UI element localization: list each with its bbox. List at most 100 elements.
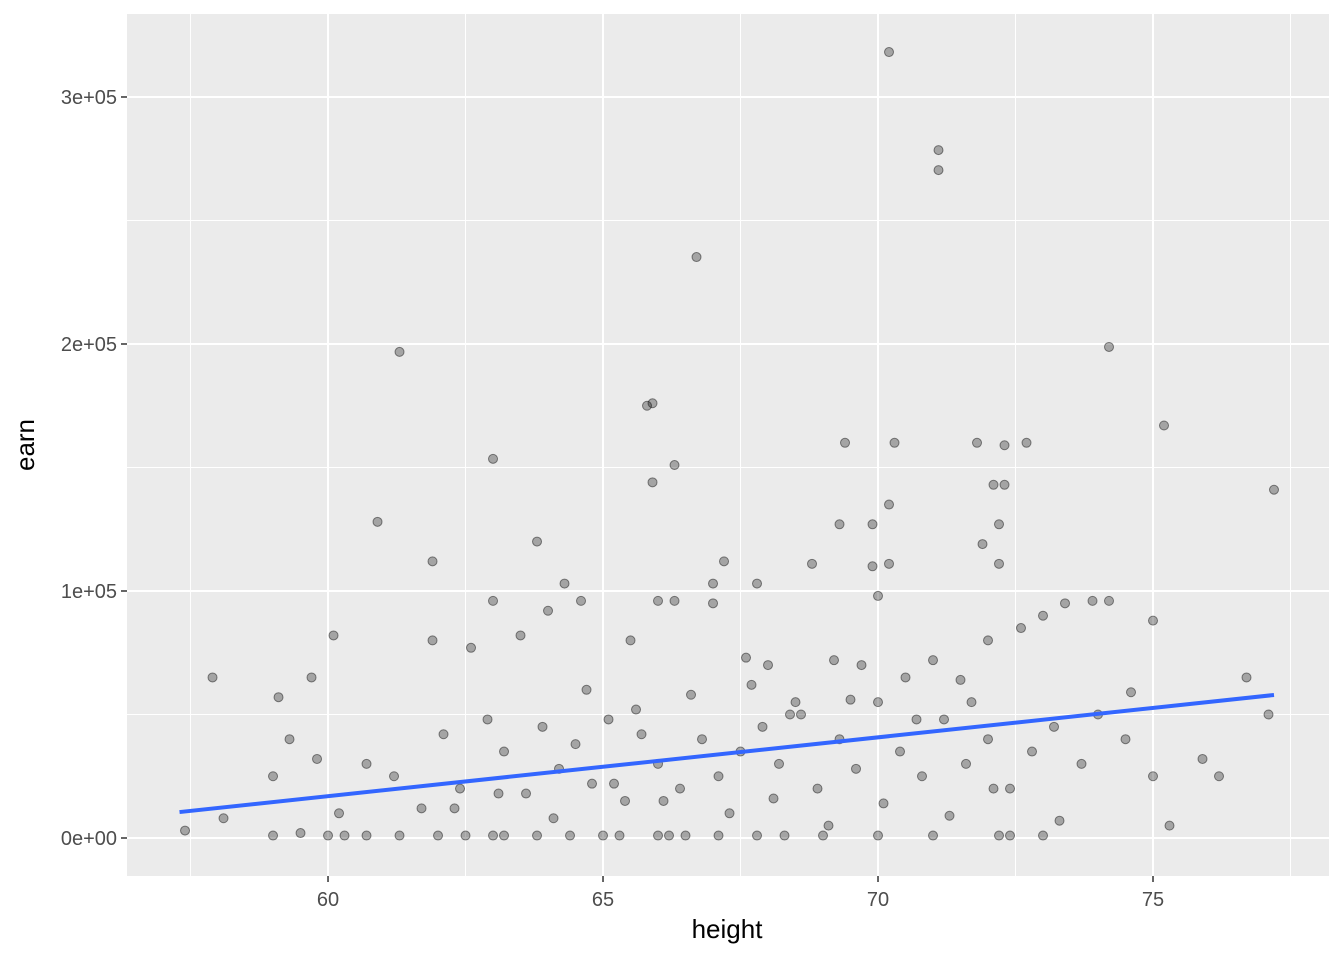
point [647,477,658,488]
point [488,453,499,464]
point [537,721,548,732]
x-tick-label: 60 [317,889,339,911]
point [911,714,922,725]
point [944,810,955,821]
point [994,558,1005,569]
point [977,539,988,550]
point [1049,721,1060,732]
y-tick-label: 3e+05 [61,87,117,109]
point [532,830,543,841]
point [768,793,779,804]
point [884,499,895,510]
point [284,734,295,745]
point [620,795,631,806]
point [1038,610,1049,621]
point [653,595,664,606]
point [719,556,730,567]
point [999,440,1010,451]
point [669,460,680,471]
y-tick-label: 1e+05 [61,581,117,603]
x-axis-title: height [692,914,764,944]
point [878,798,889,809]
point [873,590,884,601]
point [438,729,449,740]
point [873,830,884,841]
point [983,635,994,646]
point [675,783,686,794]
point [1120,734,1131,745]
point [339,830,350,841]
point [1214,771,1225,782]
point [966,697,977,708]
point [218,813,229,824]
point [1263,709,1274,720]
point [587,778,598,789]
point [983,734,994,745]
point [812,783,823,794]
point [394,346,405,357]
point [708,598,719,609]
point [482,714,493,725]
point [1159,420,1170,431]
y-tick-label: 2e+05 [61,334,117,356]
point [889,437,900,448]
point [845,694,856,705]
point [713,830,724,841]
x-tick-label: 65 [592,889,614,911]
point [900,672,911,683]
point [1148,771,1159,782]
point [636,729,647,740]
point [328,630,339,641]
point [851,763,862,774]
point [988,783,999,794]
point [1104,595,1115,606]
point [576,595,587,606]
point [334,808,345,819]
point [1027,746,1038,757]
point [1241,672,1252,683]
point [488,830,499,841]
point [1021,437,1032,448]
point [928,655,939,666]
point [515,630,526,641]
point [1148,615,1159,626]
point [664,830,675,841]
point [669,595,680,606]
point [565,830,576,841]
point [686,689,697,700]
point [746,679,757,690]
point [394,830,405,841]
point [917,771,928,782]
point [180,825,191,836]
point [785,709,796,720]
point [598,830,609,841]
y-axis-title: earn [10,419,40,471]
point [1087,595,1098,606]
point [1269,484,1280,495]
point [796,709,807,720]
point [493,788,504,799]
point [268,771,279,782]
point [1104,341,1115,352]
point [834,519,845,530]
point [614,830,625,841]
point [543,605,554,616]
point [961,758,972,769]
point [427,635,438,646]
point [752,830,763,841]
point [372,516,383,527]
point [895,746,906,757]
point [559,578,570,589]
point [273,692,284,703]
point [361,830,372,841]
point [609,778,620,789]
point [1076,758,1087,769]
point [807,558,818,569]
point [499,830,510,841]
point [460,830,471,841]
point [708,578,719,589]
point [928,830,939,841]
point [466,642,477,653]
point [427,556,438,567]
point [306,672,317,683]
